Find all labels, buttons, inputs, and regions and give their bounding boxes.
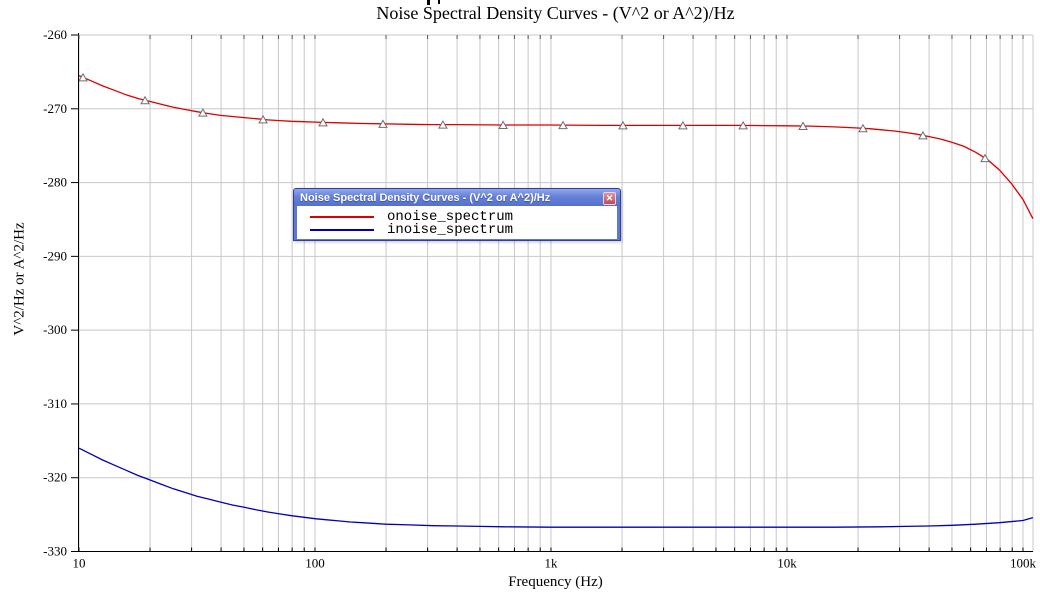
onoise_spectrum-marker [798, 121, 808, 131]
x-tick-label: 100k [1010, 556, 1037, 571]
legend-body: onoise_spectrum inoise_spectrum [297, 206, 617, 239]
y-tick-label: -320 [43, 470, 67, 485]
onoise_spectrum-marker [498, 120, 508, 130]
y-tick-label: -310 [43, 396, 67, 411]
y-tick-label: -330 [43, 544, 67, 559]
onoise_spectrum-marker [918, 130, 928, 140]
onoise_spectrum-marker [198, 108, 208, 117]
x-tick-label: 1k [545, 556, 559, 571]
legend-window-title: Noise Spectral Density Curves - (V^2 or … [300, 192, 551, 204]
onoise_spectrum-marker [618, 120, 628, 130]
onoise_spectrum-marker [738, 120, 748, 130]
legend-window: Noise Spectral Density Curves - (V^2 or … [293, 188, 621, 241]
legend-entry-label: inoise_spectrum [387, 221, 514, 238]
close-icon[interactable]: ✕ [603, 191, 616, 205]
x-tick-label: 10k [777, 556, 797, 571]
onoise_spectrum-marker [678, 120, 688, 130]
chart-title: Noise Spectral Density Curves - (V^2 or … [376, 3, 735, 23]
onoise_spectrum-marker [858, 123, 868, 133]
x-tick-label: 100 [305, 556, 325, 571]
onoise_spectrum-marker [78, 72, 88, 82]
onoise_spectrum-marker [980, 153, 990, 163]
onoise_spectrum-marker [318, 117, 328, 127]
y-tick-label: -290 [43, 248, 67, 263]
legend-window-titlebar[interactable]: Noise Spectral Density Curves - (V^2 or … [294, 189, 620, 206]
onoise_spectrum-marker [438, 120, 448, 129]
onoise_spectrum-marker [140, 95, 150, 105]
clipped-text-remnant [426, 0, 448, 5]
y-tick-label: -270 [43, 101, 67, 116]
legend-entry-label: onoise_spectrum [387, 208, 514, 225]
x-axis-label: Frequency (Hz) [508, 574, 603, 590]
y-axis-label: V^2/Hz or A^2/Hz [11, 222, 28, 336]
y-tick-label: -280 [43, 175, 67, 190]
onoise-line-swatch [310, 215, 374, 218]
inoise-line-swatch [310, 228, 374, 231]
x-tick-label: 10 [73, 556, 86, 571]
inoise_spectrum-curve [78, 447, 1034, 528]
onoise_spectrum-marker [558, 120, 568, 130]
y-tick-label: -260 [43, 27, 67, 42]
legend-entry-onoise: onoise_spectrum [297, 208, 617, 225]
onoise_spectrum-marker [258, 114, 268, 124]
y-tick-label: -300 [43, 322, 67, 337]
onoise_spectrum-marker [378, 119, 388, 128]
legend-entry-inoise: inoise_spectrum [297, 221, 617, 238]
